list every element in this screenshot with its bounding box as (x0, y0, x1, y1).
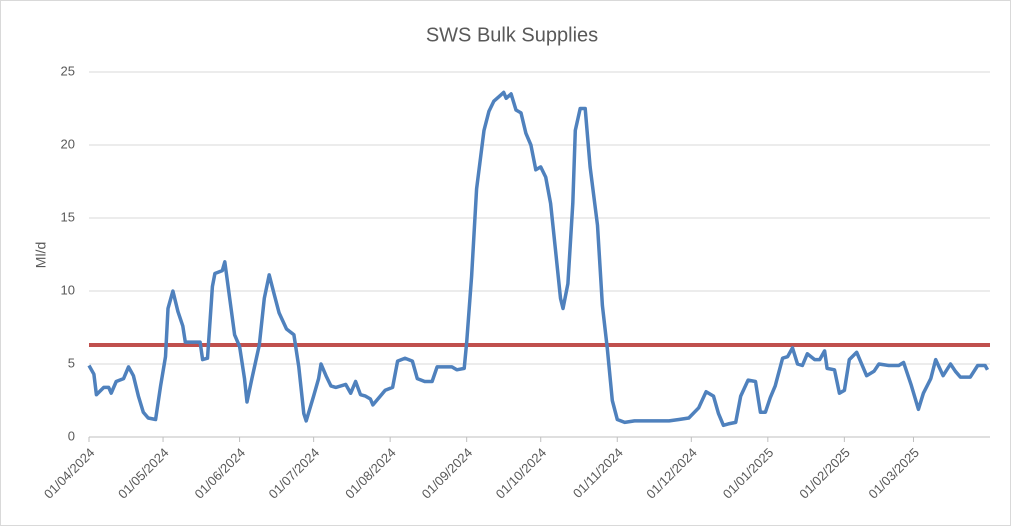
y-tick-label: 0 (68, 428, 75, 443)
y-tick-label: 25 (61, 63, 75, 78)
y-axis-label: Ml/d (33, 242, 49, 268)
y-tick-label: 5 (68, 355, 75, 370)
y-tick-label: 20 (61, 136, 75, 151)
data-line (87, 90, 990, 428)
y-tick-label: 10 (61, 282, 75, 297)
y-tick-label: 15 (61, 209, 75, 224)
chart-title: SWS Bulk Supplies (426, 24, 598, 46)
